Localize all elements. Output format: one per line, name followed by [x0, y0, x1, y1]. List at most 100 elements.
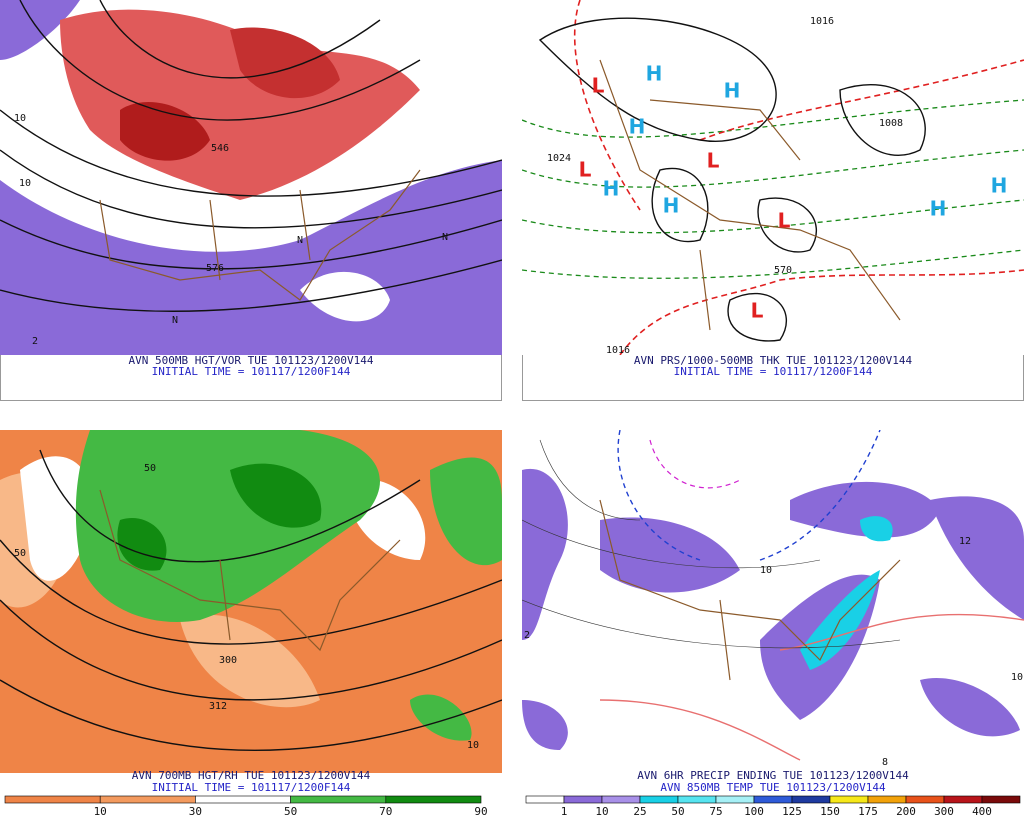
colorbar-swatch [943, 795, 983, 804]
colorbar-swatch [290, 795, 387, 804]
caption: INITIAL TIME = 101117/1200F144 [674, 365, 873, 378]
colorbar-label: 75 [709, 805, 722, 818]
map-label: 2 [32, 336, 38, 347]
borders [599, 499, 901, 681]
caption: AVN 500MB HGT/VOR TUE 101123/1200V144 [128, 354, 373, 367]
map-label: N [442, 232, 448, 243]
colorbar-swatch [385, 795, 482, 804]
map-label: N [172, 315, 178, 326]
map-700mb [0, 430, 502, 773]
caption: AVN 850MB TEMP TUE 101123/1200V144 [660, 781, 886, 794]
temp-line [649, 439, 741, 489]
precip-light [522, 468, 1024, 750]
colorbar-swatch [4, 795, 101, 804]
map-bg [522, 430, 1024, 773]
pressure-center: L [579, 158, 592, 182]
colorbar-swatch [981, 795, 1021, 804]
pressure-center: H [930, 197, 947, 221]
vorticity-max [230, 27, 340, 99]
precip-heavy [800, 516, 893, 670]
map-label: 1016 [810, 16, 834, 27]
pressure-center: H [991, 174, 1008, 198]
map-pressure [522, 0, 1024, 355]
pressure-center: L [592, 74, 605, 98]
rh-moist [410, 457, 502, 741]
caption: AVN 700MB HGT/RH TUE 101123/1200V144 [132, 769, 371, 782]
colorbar-swatch [563, 795, 603, 804]
colorbar-label: 30 [189, 805, 202, 818]
colorbar-label: 1 [561, 805, 568, 818]
colorbar-label: 10 [595, 805, 608, 818]
borders [99, 169, 421, 301]
pressure-center: H [646, 62, 663, 86]
map-label: 546 [211, 143, 229, 154]
borders [599, 59, 901, 331]
colorbar-label: 125 [782, 805, 802, 818]
colorbar-label: 25 [633, 805, 646, 818]
colorbar-swatch [525, 795, 565, 804]
caption: INITIAL TIME = 101117/1200F144 [152, 781, 351, 794]
map-label: 1008 [879, 118, 903, 129]
contour [0, 259, 502, 312]
map-label: 576 [206, 263, 224, 274]
pressure-center: L [751, 299, 764, 323]
colorbar-swatch [791, 795, 831, 804]
colorbar-label: 100 [744, 805, 764, 818]
rh-wet [117, 463, 322, 571]
colorbar-swatch [715, 795, 755, 804]
contour [0, 109, 502, 197]
contour [99, 0, 381, 79]
map-label: 10 [1011, 672, 1023, 683]
colorbar-swatch [99, 795, 196, 804]
colorbar-label: 400 [972, 805, 992, 818]
pressure-center: L [707, 149, 720, 173]
borders [99, 489, 401, 652]
colorbar-swatch [905, 795, 945, 804]
colorbar-label: 200 [896, 805, 916, 818]
freezing-line [617, 430, 881, 561]
thickness-lines [522, 99, 1024, 279]
map-label: 10 [760, 565, 772, 576]
map-label: 1016 [606, 345, 630, 356]
vorticity-area [0, 0, 80, 60]
pressure-center: L [778, 209, 791, 233]
colorbar-label: 70 [379, 805, 392, 818]
map-patch [300, 271, 390, 322]
map-label: 50 [14, 548, 26, 559]
pressure-center: H [629, 115, 646, 139]
colorbar-label: 300 [934, 805, 954, 818]
colorbar-label: 10 [94, 805, 107, 818]
colorbar-label: 50 [671, 805, 684, 818]
map-label: N [297, 235, 303, 246]
map-precip [522, 430, 1024, 773]
map-label: 10 [19, 178, 31, 189]
colorbar-swatch [639, 795, 679, 804]
map-label: 8 [882, 757, 888, 768]
colorbar-swatch [867, 795, 907, 804]
contour [0, 449, 502, 751]
rh-dry [20, 456, 426, 581]
colorbar-swatch [829, 795, 869, 804]
colorbar-swatch [601, 795, 641, 804]
contour [0, 219, 502, 270]
colorbar-swatch [753, 795, 793, 804]
map-label: 12 [959, 536, 971, 547]
caption: AVN 6HR PRECIP ENDING TUE 101123/1200V14… [637, 769, 909, 782]
map-label: 2 [524, 630, 530, 641]
map-bg [522, 0, 1024, 355]
map-label: 570 [774, 265, 792, 276]
map-label: 1024 [547, 153, 571, 164]
map-label: 10 [14, 113, 26, 124]
isotherm [522, 439, 901, 649]
map-label: 300 [219, 655, 237, 666]
pressure-center: H [663, 194, 680, 218]
contour [19, 0, 421, 121]
colorbar-label: 50 [284, 805, 297, 818]
colorbar-label: 150 [820, 805, 840, 818]
map-label: 50 [144, 463, 156, 474]
warm-isotherm [599, 613, 1024, 761]
colorbar-label: 90 [474, 805, 487, 818]
isobars [538, 17, 926, 342]
map-label: 312 [209, 701, 227, 712]
